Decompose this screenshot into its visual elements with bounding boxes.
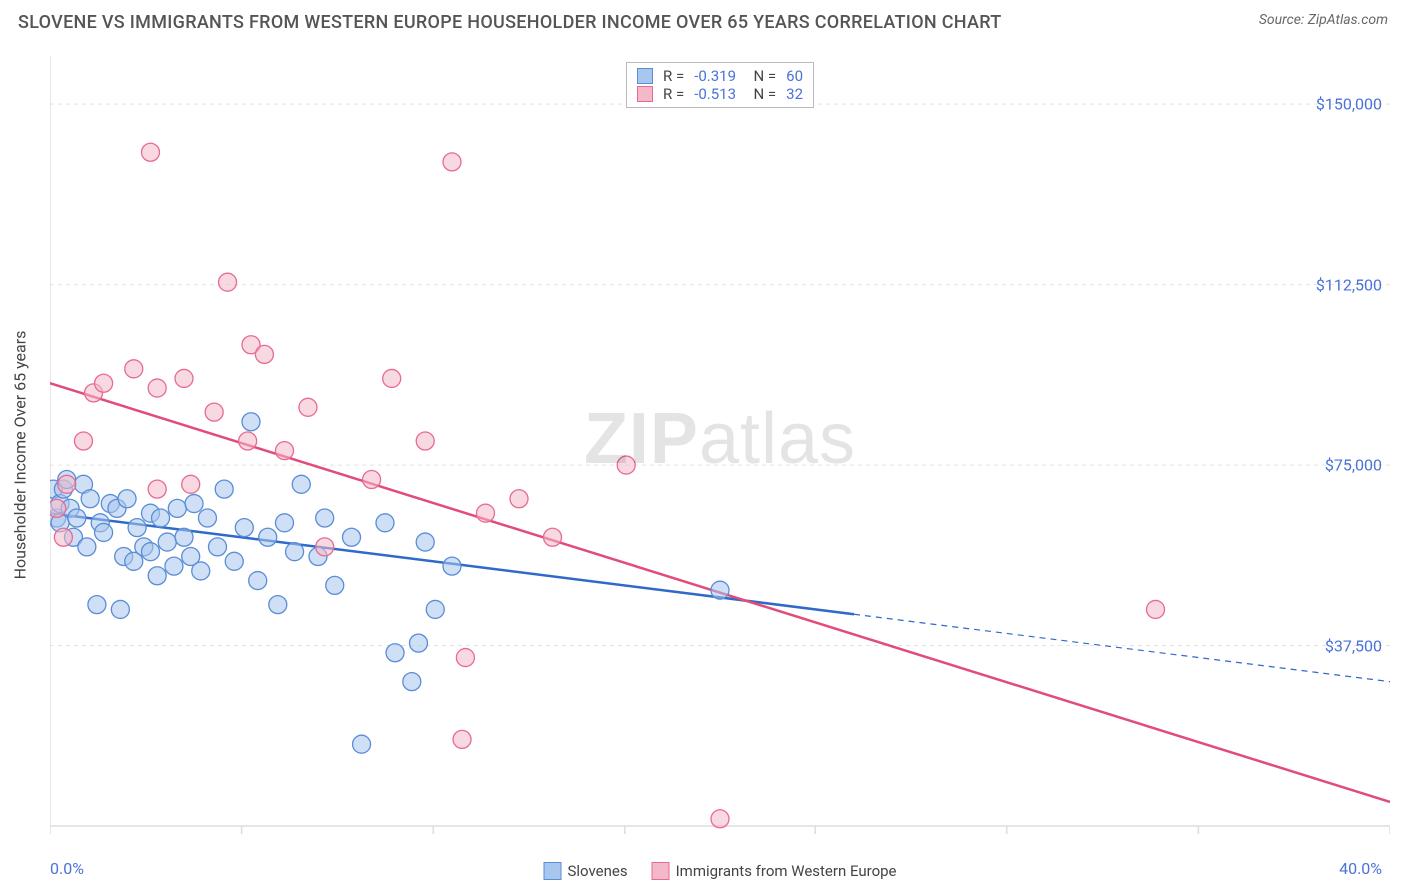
scatter-plot xyxy=(50,56,1390,854)
y-tick-label: $150,000 xyxy=(1316,95,1382,114)
legend-label-slovenes: Slovenes xyxy=(567,862,627,880)
correlation-row-0: R = -0.319 N = 60 xyxy=(637,67,803,85)
n-label: N = xyxy=(746,85,776,103)
y-axis-label: Householder Income Over 65 years xyxy=(11,331,30,580)
correlation-swatch-0 xyxy=(637,68,653,84)
r-value-1: -0.513 xyxy=(694,85,736,103)
chart-area: Householder Income Over 65 years $37,500… xyxy=(50,56,1390,854)
legend-swatch-slovenes xyxy=(543,862,561,880)
chart-title: SLOVENE VS IMMIGRANTS FROM WESTERN EUROP… xyxy=(18,12,1002,33)
x-tick-min: 0.0% xyxy=(50,859,84,878)
n-value-1: 32 xyxy=(786,85,803,103)
chart-header: SLOVENE VS IMMIGRANTS FROM WESTERN EUROP… xyxy=(0,0,1406,39)
correlation-swatch-1 xyxy=(637,86,653,102)
y-tick-label: $37,500 xyxy=(1325,636,1382,655)
n-label: N = xyxy=(746,67,776,85)
correlation-row-1: R = -0.513 N = 32 xyxy=(637,85,803,103)
y-tick-label: $112,500 xyxy=(1316,275,1382,294)
r-value-0: -0.319 xyxy=(694,67,736,85)
r-label: R = xyxy=(663,67,684,85)
chart-source: Source: ZipAtlas.com xyxy=(1259,12,1388,28)
legend-item-slovenes: Slovenes xyxy=(543,862,627,880)
x-tick-max: 40.0% xyxy=(1339,859,1382,878)
y-tick-label: $75,000 xyxy=(1325,456,1382,475)
r-label: R = xyxy=(663,85,684,103)
n-value-0: 60 xyxy=(786,67,803,85)
legend-swatch-immigrants xyxy=(652,862,670,880)
legend: Slovenes Immigrants from Western Europe xyxy=(543,862,896,880)
legend-label-immigrants: Immigrants from Western Europe xyxy=(676,862,897,880)
correlation-box: R = -0.319 N = 60 R = -0.513 N = 32 xyxy=(626,62,814,108)
legend-item-immigrants: Immigrants from Western Europe xyxy=(652,862,897,880)
